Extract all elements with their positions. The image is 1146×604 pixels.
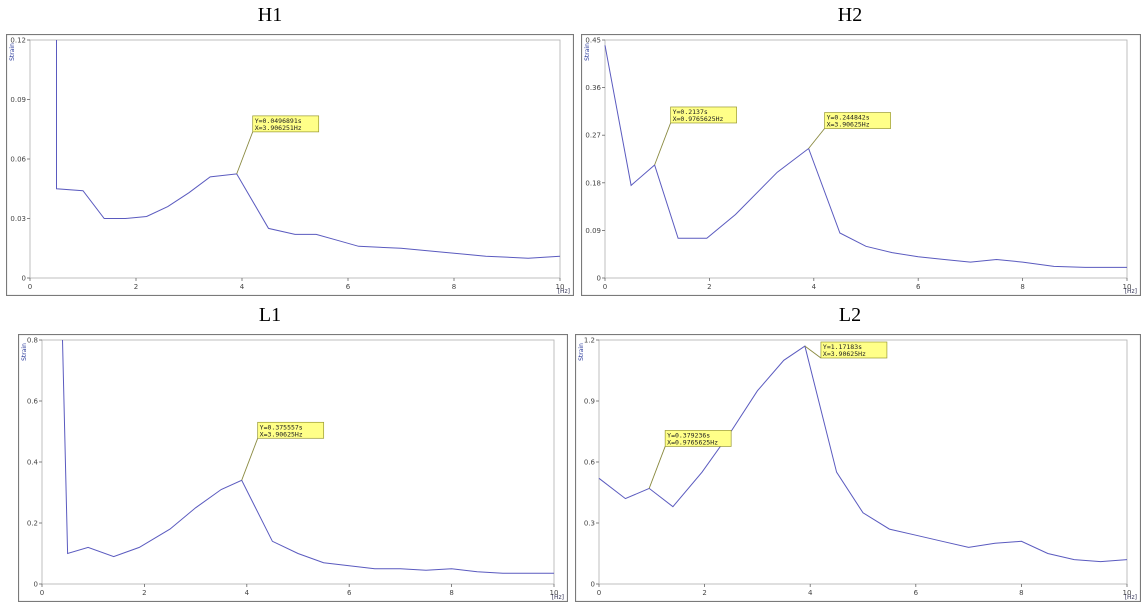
x-tick-label: 2 bbox=[142, 589, 146, 597]
x-tick-label: 10 bbox=[550, 589, 559, 597]
x-tick-label: 0 bbox=[40, 589, 44, 597]
y-tick-label: 0.8 bbox=[27, 337, 38, 345]
x-tick-label: 6 bbox=[346, 283, 351, 291]
x-tick-label: 8 bbox=[1020, 283, 1024, 291]
annotation-box bbox=[670, 106, 737, 124]
annotation-text: X=3.90625Hz bbox=[260, 430, 303, 438]
plot-area bbox=[598, 339, 1128, 585]
y-axis-label: Strain bbox=[9, 43, 16, 61]
y-tick-label: 0 bbox=[597, 275, 601, 283]
x-tick-label: 6 bbox=[916, 283, 921, 291]
plot-area bbox=[604, 39, 1128, 279]
annotation-text: X=3.90625Hz bbox=[827, 121, 870, 129]
x-tick-label: 8 bbox=[1019, 589, 1023, 597]
annotation-text: Y=0.379236s bbox=[667, 431, 710, 439]
y-axis-label: Strain bbox=[584, 43, 591, 61]
x-axis-label: [Hz] bbox=[552, 594, 564, 601]
x-axis-label: [Hz] bbox=[1125, 288, 1137, 295]
x-tick-label: 4 bbox=[808, 589, 813, 597]
annotation-text: Y=1.17183s bbox=[823, 343, 862, 351]
y-tick-label: 0.27 bbox=[585, 132, 601, 140]
annotation-leader bbox=[654, 122, 672, 166]
y-tick-label: 0.3 bbox=[584, 520, 595, 528]
y-tick-label: 0.4 bbox=[27, 459, 39, 467]
annotation-box bbox=[664, 430, 732, 447]
x-tick-label: 8 bbox=[452, 283, 456, 291]
y-tick-label: 0 bbox=[22, 275, 26, 283]
annotation-leader bbox=[808, 128, 825, 149]
x-tick-label: 6 bbox=[914, 589, 919, 597]
annotation-box bbox=[252, 115, 320, 133]
y-tick-label: 0.18 bbox=[585, 179, 601, 187]
annotation-text: Y=0.244842s bbox=[827, 114, 870, 122]
y-tick-label: 0.36 bbox=[585, 84, 601, 92]
annotation-text: Y=0.2137s bbox=[673, 108, 708, 116]
series-line bbox=[62, 339, 554, 574]
x-axis-label: [Hz] bbox=[1125, 594, 1137, 601]
x-tick-label: 2 bbox=[707, 283, 711, 291]
annotation-box bbox=[824, 112, 891, 129]
y-tick-label: 0.6 bbox=[27, 398, 39, 406]
y-tick-label: 0.2 bbox=[27, 520, 38, 528]
y-tick-label: 0.45 bbox=[585, 37, 601, 45]
chart-h2: Strain 0 0.09 0.18 0.27 0.36 0.45 0 2 4 6 8 10[Hz] Y=… bbox=[581, 34, 1141, 296]
chart-frame bbox=[575, 334, 1141, 602]
y-tick-label: 1.2 bbox=[584, 337, 595, 345]
chart-title-h2: H2 bbox=[837, 4, 863, 26]
y-tick-label: 0.06 bbox=[10, 156, 26, 164]
y-tick-label: 0.6 bbox=[584, 459, 596, 467]
annotation-leader bbox=[648, 446, 666, 489]
x-tick-label: 2 bbox=[702, 589, 706, 597]
chart-frame bbox=[18, 334, 568, 602]
chart-l2: Strain 0 0.3 0.6 0.9 1.2 0 2 4 6 8 10[Hz] Y=0.379236… bbox=[575, 334, 1141, 602]
chart-title-h1: H1 bbox=[257, 4, 283, 26]
annotation-leader bbox=[241, 438, 259, 481]
chart-title-l1: L1 bbox=[258, 304, 282, 326]
annotation-leader bbox=[804, 345, 822, 359]
y-tick-label: 0.09 bbox=[585, 227, 601, 235]
plot-area bbox=[41, 339, 555, 585]
y-tick-label: 0.12 bbox=[10, 37, 26, 45]
y-tick-label: 0.09 bbox=[10, 96, 26, 104]
annotation-text: Y=0.0496891s bbox=[255, 117, 302, 125]
chart-l1: Strain 0 0.2 0.4 0.6 0.8 0 2 4 6 8 10[Hz] Y=0.375557… bbox=[18, 334, 568, 602]
y-axis-label: Strain bbox=[21, 343, 28, 361]
x-tick-label: 6 bbox=[347, 589, 352, 597]
x-axis-label: [Hz] bbox=[558, 288, 570, 295]
x-tick-label: 0 bbox=[603, 283, 607, 291]
annotation-text: X=0.9765625Hz bbox=[673, 115, 724, 123]
annotation-box bbox=[257, 421, 325, 439]
series-line bbox=[56, 40, 561, 259]
annotation-box bbox=[820, 341, 888, 359]
y-tick-label: 0 bbox=[34, 581, 38, 589]
annotation-text: X=0.9765625Hz bbox=[667, 438, 718, 446]
x-tick-label: 4 bbox=[245, 589, 250, 597]
annotation-text: X=3.906251Hz bbox=[255, 124, 302, 132]
chart-title-l2: L2 bbox=[838, 304, 862, 326]
x-tick-label: 10 bbox=[1123, 589, 1132, 597]
annotation-leader bbox=[236, 131, 254, 175]
chart-frame bbox=[581, 34, 1141, 296]
chart-frame bbox=[6, 34, 574, 296]
plot-area bbox=[29, 39, 561, 279]
x-tick-label: 4 bbox=[240, 283, 245, 291]
y-tick-label: 0.9 bbox=[584, 398, 595, 406]
x-tick-label: 4 bbox=[812, 283, 817, 291]
annotation-text: X=3.90625Hz bbox=[823, 350, 866, 358]
y-tick-label: 0 bbox=[591, 581, 595, 589]
series-line bbox=[598, 345, 1128, 563]
x-tick-label: 2 bbox=[134, 283, 138, 291]
x-tick-label: 0 bbox=[597, 589, 601, 597]
series-line bbox=[604, 45, 1127, 268]
x-tick-label: 10 bbox=[1123, 283, 1132, 291]
x-tick-label: 0 bbox=[28, 283, 32, 291]
x-tick-label: 8 bbox=[449, 589, 453, 597]
x-tick-label: 10 bbox=[556, 283, 565, 291]
y-tick-label: 0.03 bbox=[10, 215, 26, 223]
annotation-text: Y=0.375557s bbox=[260, 423, 303, 431]
chart-h1: Strain 0 0.03 0.06 0.09 0.12 0 2 4 6 8 10[Hz] Y=0.04… bbox=[6, 34, 574, 296]
y-axis-label: Strain bbox=[578, 343, 585, 361]
